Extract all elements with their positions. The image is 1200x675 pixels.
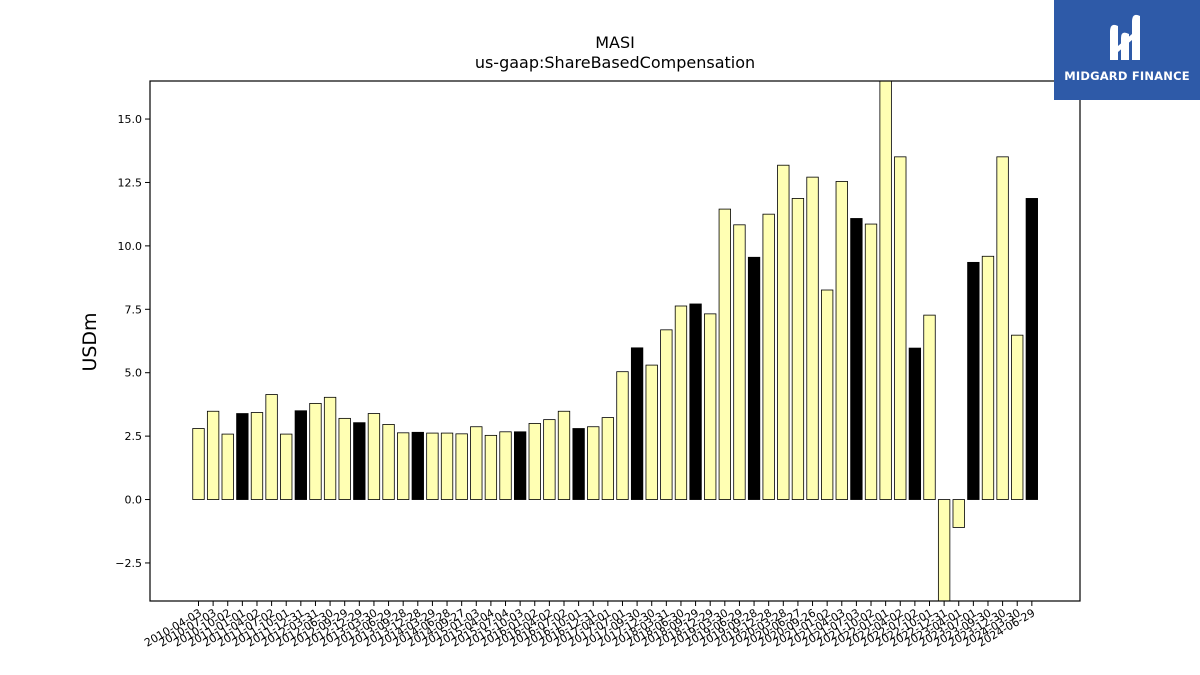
bar-2021-10-02 [864,223,878,500]
bar-2018-06-30 [674,305,688,500]
brand-logo: MIDGARD FINANCE [1054,0,1200,100]
midgard-logo-icon [1110,14,1140,60]
bar-2015-07-04 [499,431,512,500]
bar-2015-04-04 [484,434,498,500]
bar-2011-04-02 [250,412,264,500]
logo-text: MIDGARD FINANCE [1064,69,1190,83]
y-tick-label: 5.0 [125,367,143,380]
bar-2022-12-31 [937,499,951,601]
bar-2024-06-29 [1025,198,1038,500]
bar-2020-09-26 [806,176,819,500]
bar-2019-12-28 [762,213,775,500]
bar-2019-03-30 [718,208,731,500]
bar-2020-06-27 [791,198,805,500]
bar-2015-10-03 [513,431,527,500]
bar-2022-04-02 [894,156,907,500]
bar-2010-10-02 [221,433,234,500]
bar-2018-09-29 [689,303,702,500]
bar-2023-07-01 [967,261,980,500]
bar-2017-04-01 [601,417,615,500]
bar-2019-09-28 [747,256,761,500]
bar-2021-01-02 [821,289,834,500]
bar-2016-10-01 [572,428,585,500]
bar-2010-07-03 [206,410,220,500]
bar-2017-07-01 [616,371,629,500]
bar-2013-06-29 [382,424,395,500]
y-tick-label: 12.5 [118,176,143,189]
chart-subtitle: us-gaap:ShareBasedCompensation [475,53,755,72]
y-tick-label: −2.5 [115,557,142,570]
plot-area: −2.50.02.55.07.510.012.515.02010-04-0320… [115,80,1081,650]
y-tick-label: 10.0 [118,240,143,253]
bar-2023-09-30 [981,255,995,500]
bar-2012-03-31 [309,402,322,500]
bar-2020-03-28 [777,164,790,500]
bar-2022-01-01 [879,81,892,500]
bar-2022-07-02 [908,347,922,500]
bar-2016-01-02 [528,423,541,500]
bar-2013-03-30 [367,413,381,500]
plot-frame [149,80,1081,602]
bar-2014-03-29 [426,432,439,500]
bar-2011-07-02 [265,394,278,500]
y-tick-label: 2.5 [125,430,143,443]
y-tick-label: 7.5 [125,303,143,316]
bar-2018-12-29 [704,313,717,500]
bar-2022-10-01 [923,314,936,500]
bar-2019-06-29 [733,224,746,500]
bar-2016-07-02 [557,410,571,500]
bar-2012-09-29 [338,417,351,500]
bar-2016-12-31 [587,426,600,500]
bar-2017-09-30 [630,347,644,500]
bar-2021-04-03 [835,181,848,500]
bar-2013-12-28 [411,431,424,500]
bar-2012-12-29 [353,422,366,500]
bar-2017-12-30 [645,364,658,500]
bar-2013-09-28 [397,432,410,500]
bar-2014-09-27 [455,433,468,500]
chart-title: MASI [595,33,635,52]
y-tick-label: 0.0 [125,494,143,507]
bar-2014-06-28 [440,432,454,500]
bars-group [192,81,1038,601]
bar-2024-03-30 [1011,334,1024,500]
bar-2023-12-30 [996,156,1009,500]
y-axis-label: USDm [79,312,101,371]
bar-2018-03-31 [660,329,673,500]
bar-2023-04-01 [952,499,965,528]
bar-2011-01-01 [236,413,249,500]
bar-2021-07-03 [850,218,863,500]
bar-2015-01-03 [470,426,483,500]
bar-2010-04-03 [192,428,205,500]
bar-2012-06-30 [323,396,337,500]
y-tick-label: 15.0 [118,113,143,126]
bar-2011-12-31 [294,410,307,500]
bar-2011-10-01 [280,433,293,500]
bar-2016-04-02 [543,419,556,500]
